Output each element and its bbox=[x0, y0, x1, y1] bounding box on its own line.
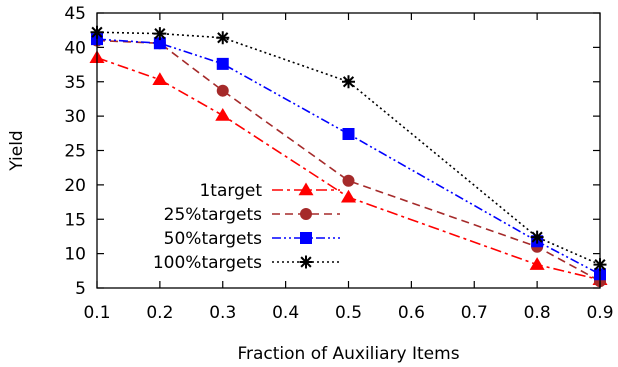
y-tick-label: 35 bbox=[64, 73, 86, 93]
data-point-1target bbox=[215, 107, 231, 121]
series-layer bbox=[89, 25, 608, 288]
data-point-1target bbox=[152, 72, 168, 85]
data-point-1target bbox=[529, 257, 545, 270]
data-point-1target bbox=[341, 189, 356, 203]
y-tick-label: 15 bbox=[64, 210, 86, 230]
legend-label-50pcttargets: 50%targets bbox=[164, 229, 262, 249]
data-point-50pcttargets bbox=[216, 57, 229, 70]
star-stroke bbox=[217, 32, 229, 44]
x-tick-label: 0.2 bbox=[146, 303, 173, 323]
y-tick-label: 10 bbox=[64, 245, 86, 265]
y-axis-title: Yield bbox=[7, 130, 27, 171]
data-point-100pcttargets bbox=[216, 31, 230, 45]
star-stroke bbox=[154, 28, 166, 40]
legend-marker-25pcttargets bbox=[300, 208, 312, 220]
x-tick-label: 0.7 bbox=[461, 303, 488, 323]
data-point-25pcttargets bbox=[216, 84, 229, 97]
legend-marker-1target bbox=[298, 182, 314, 196]
y-tick-label: 45 bbox=[64, 4, 86, 24]
star-stroke bbox=[300, 256, 312, 268]
series-line-50pcttargets bbox=[96, 38, 601, 275]
legend-marker-100pcttargets bbox=[299, 255, 313, 269]
axis-ticks: 0.1 0.2 0.3 0.4 0.5 0.6 0.7 0.8 0.9 5 10 15 20 25 30 35… bbox=[64, 4, 613, 323]
y-tick-label: 5 bbox=[75, 279, 86, 299]
legend-label-25pcttargets: 25%targets bbox=[164, 205, 262, 225]
legend-label-100pcttargets: 100%targets bbox=[153, 253, 262, 273]
x-tick-label: 0.3 bbox=[209, 303, 236, 323]
legend: 1target 25%targets 50%targets 100%targets bbox=[153, 181, 340, 273]
y-tick-label: 25 bbox=[64, 142, 86, 162]
y-tick-label: 40 bbox=[64, 38, 86, 58]
x-axis-title: Fraction of Auxiliary Items bbox=[237, 344, 459, 364]
x-tick-label: 0.9 bbox=[586, 303, 613, 323]
star-stroke bbox=[531, 231, 543, 243]
data-point-50pcttargets bbox=[342, 128, 355, 140]
data-point-100pcttargets bbox=[342, 75, 355, 89]
data-point-100pcttargets bbox=[153, 27, 167, 41]
x-tick-label: 0.8 bbox=[524, 303, 551, 323]
series-line-1target bbox=[96, 56, 601, 281]
y-tick-label: 30 bbox=[64, 107, 86, 127]
x-tick-label: 0.4 bbox=[272, 303, 299, 323]
data-point-25pcttargets bbox=[342, 174, 355, 187]
legend-marker-50pcttargets bbox=[300, 232, 312, 244]
data-point-50pcttargets bbox=[153, 37, 166, 50]
x-tick-label: 0.5 bbox=[335, 303, 362, 323]
star-stroke bbox=[342, 76, 355, 88]
legend-label-1target: 1target bbox=[199, 181, 262, 201]
data-point-100pcttargets bbox=[530, 230, 544, 244]
y-tick-label: 20 bbox=[64, 176, 86, 196]
x-tick-label: 0.6 bbox=[398, 303, 425, 323]
x-tick-label: 0.1 bbox=[83, 303, 110, 323]
